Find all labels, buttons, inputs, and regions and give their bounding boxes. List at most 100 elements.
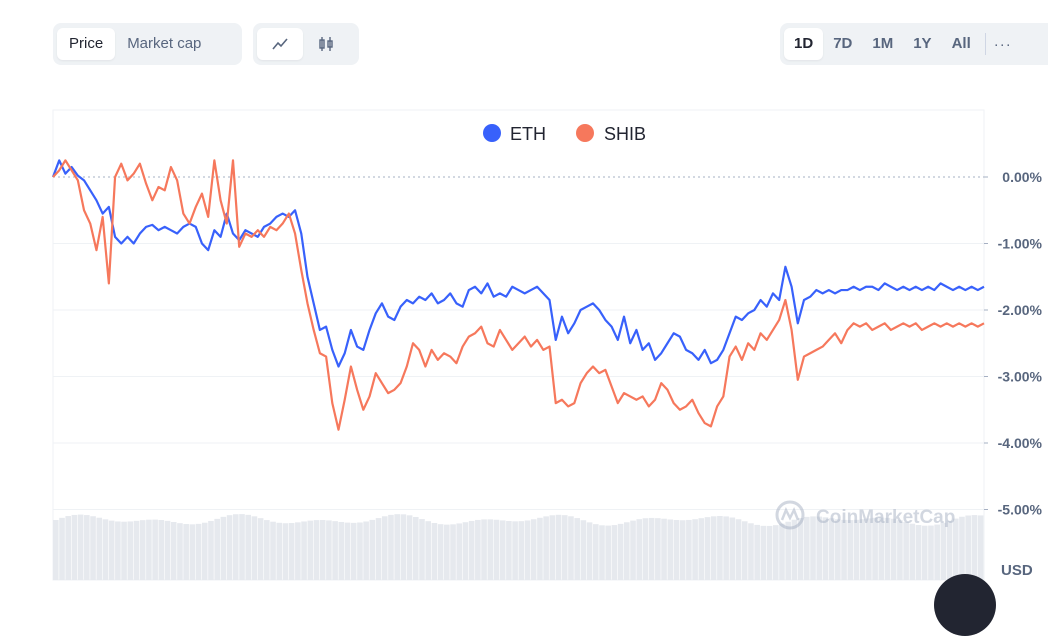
y-tick-label: -1.00% bbox=[998, 236, 1043, 252]
volume-bar bbox=[872, 517, 878, 580]
y-tick-label: -2.00% bbox=[998, 302, 1043, 318]
legend-label-eth[interactable]: ETH bbox=[510, 124, 546, 144]
volume-bar bbox=[506, 521, 512, 580]
volume-bar bbox=[357, 522, 363, 580]
range-1m[interactable]: 1M bbox=[872, 35, 894, 52]
volume-bar bbox=[903, 521, 909, 580]
volume-bar bbox=[388, 514, 394, 580]
volume-bar bbox=[96, 517, 103, 580]
candlestick-button[interactable] bbox=[303, 28, 349, 60]
volume-bar bbox=[307, 520, 314, 580]
volume-bar bbox=[878, 517, 885, 580]
line-chart-button[interactable] bbox=[257, 28, 303, 60]
volume-bar bbox=[915, 525, 922, 580]
volume-bar bbox=[729, 517, 736, 580]
volume-bar bbox=[717, 516, 723, 580]
volume-bar bbox=[735, 519, 742, 580]
volume-bar bbox=[605, 525, 611, 580]
volume-bar bbox=[251, 516, 258, 580]
volume-bar bbox=[959, 516, 965, 580]
volume-bar bbox=[468, 520, 475, 580]
volume-bar bbox=[239, 514, 245, 580]
more-options-icon[interactable]: ··· bbox=[993, 35, 1012, 53]
volume-bar bbox=[406, 515, 413, 580]
volume-bar bbox=[766, 525, 773, 580]
range-all[interactable]: All bbox=[951, 35, 971, 52]
coinmarketcap-logo-icon bbox=[775, 500, 805, 530]
volume-bar bbox=[437, 524, 444, 580]
volume-bar bbox=[201, 522, 208, 580]
volume-bar bbox=[400, 514, 407, 580]
series-line-eth bbox=[51, 159, 985, 368]
volume-bar bbox=[592, 524, 599, 580]
volume-bar bbox=[952, 518, 959, 580]
volume-bar bbox=[164, 520, 171, 580]
scroll-top-button[interactable] bbox=[934, 574, 996, 636]
range-1y[interactable]: 1Y bbox=[913, 35, 932, 52]
volume-bar bbox=[624, 522, 630, 580]
volume-bar bbox=[859, 519, 866, 580]
volume-bar bbox=[853, 519, 860, 580]
volume-bar bbox=[375, 518, 382, 580]
volume-bar bbox=[127, 521, 134, 580]
volume-bar bbox=[65, 516, 72, 580]
tab-market-cap[interactable]: Market cap bbox=[127, 35, 202, 52]
volume-bar bbox=[686, 519, 692, 580]
volume-bar bbox=[804, 516, 810, 580]
legend[interactable]: ETH SHIB bbox=[483, 124, 646, 144]
volume-bar bbox=[381, 516, 388, 580]
volume-bar bbox=[866, 518, 872, 580]
volume-bar bbox=[170, 522, 177, 580]
volume-bar bbox=[220, 516, 227, 580]
volume-bar bbox=[549, 515, 556, 580]
price-chart: 0.00% -1.00% -2.00% -3.00% -4.00% -5.00% ETH S… bbox=[51, 109, 1043, 581]
grid-lines bbox=[53, 176, 984, 510]
watermark: CoinMarketCap bbox=[775, 500, 955, 530]
volume-bar bbox=[84, 515, 90, 580]
volume-bar bbox=[617, 523, 624, 580]
volume-bar bbox=[940, 522, 947, 580]
legend-marker-shib bbox=[576, 124, 594, 142]
volume-bar bbox=[524, 520, 531, 580]
volume-bar bbox=[419, 519, 425, 580]
chart-type-toggle: Price Market cap bbox=[53, 23, 242, 65]
volume-bar bbox=[475, 519, 481, 580]
volume-bar bbox=[177, 523, 183, 580]
volume-bar bbox=[158, 520, 165, 580]
volume-bar bbox=[847, 520, 854, 580]
volume-bar bbox=[139, 520, 146, 580]
range-7d[interactable]: 7D bbox=[833, 35, 853, 52]
volume-bar bbox=[512, 521, 518, 580]
volume-bar bbox=[499, 520, 506, 580]
volume-bar bbox=[586, 522, 593, 580]
volume-bar bbox=[704, 517, 711, 580]
volume-bar bbox=[338, 521, 345, 580]
volume-bar bbox=[77, 514, 84, 580]
volume-bar bbox=[121, 521, 127, 580]
volume-bar bbox=[785, 521, 791, 580]
legend-label-shib[interactable]: SHIB bbox=[604, 124, 646, 144]
volume-bar bbox=[568, 516, 574, 580]
volume-bar bbox=[822, 517, 829, 580]
volume-bar bbox=[537, 517, 543, 580]
volume-bar bbox=[779, 523, 785, 580]
volume-bar bbox=[189, 524, 196, 580]
volume-bar bbox=[630, 520, 636, 580]
volume-bar bbox=[71, 514, 78, 580]
volume-bar bbox=[965, 515, 971, 580]
volume-bar bbox=[245, 514, 252, 580]
volume-bar bbox=[276, 522, 283, 580]
volume-bar bbox=[264, 520, 270, 580]
coinmarketcap-logo-mark bbox=[780, 506, 800, 521]
range-1d[interactable]: 1D bbox=[784, 28, 824, 60]
volume-bar bbox=[946, 520, 953, 580]
volume-bar bbox=[723, 516, 729, 580]
tab-price[interactable]: Price bbox=[57, 28, 116, 60]
volume-bar bbox=[909, 523, 916, 580]
volume-bar bbox=[133, 520, 140, 580]
series-line-shib bbox=[52, 159, 985, 431]
volume-bar bbox=[332, 521, 338, 580]
volume-bar bbox=[828, 518, 835, 580]
volume-bar bbox=[195, 523, 202, 580]
legend-marker-eth bbox=[483, 124, 501, 142]
